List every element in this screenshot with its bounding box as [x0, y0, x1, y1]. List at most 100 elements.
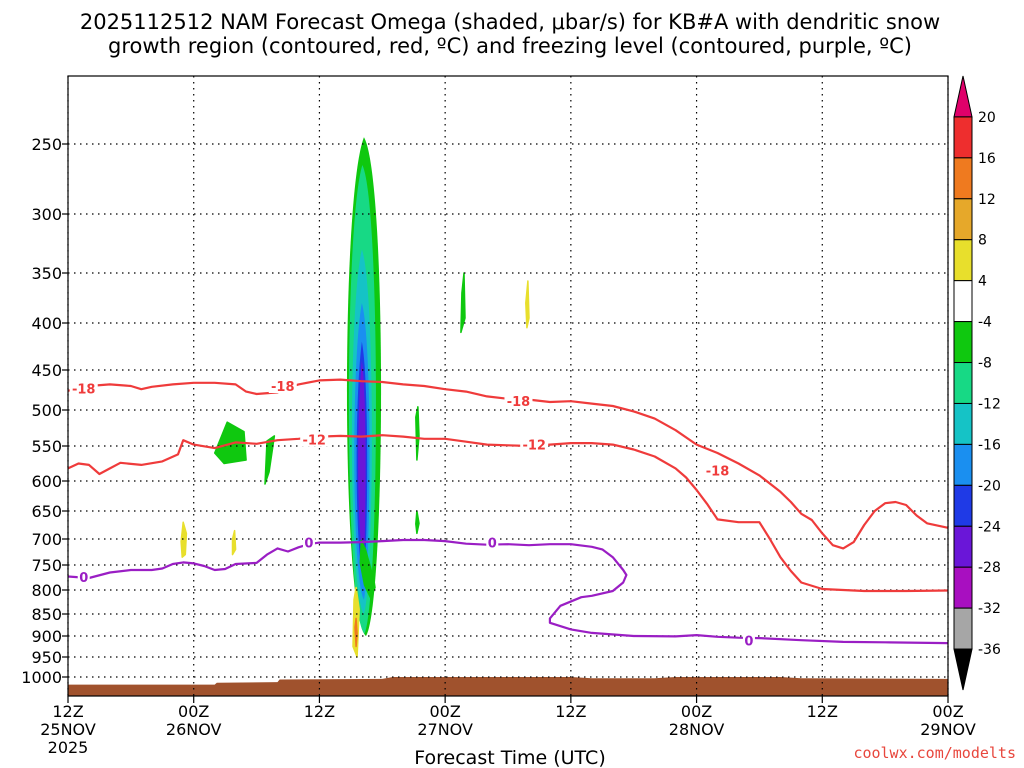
x-tick-date-36: 27NOV	[417, 720, 473, 739]
colorbar-bin-13	[953, 607, 973, 650]
omega-core-layer-5	[358, 360, 366, 563]
y-tick-label-650: 650	[31, 502, 62, 521]
contour-label-bg-0-3	[703, 462, 732, 478]
colorbar-tick-7: -12	[978, 396, 1001, 412]
contour-label-1-1: -12	[522, 439, 546, 454]
contour-label-2-3: 0	[744, 635, 753, 650]
omega-cell-5	[415, 510, 420, 535]
omega-cell-0	[264, 435, 276, 485]
x-tick-label-72: 12Z	[807, 702, 838, 721]
colorbar-bottom-arrow	[953, 648, 973, 691]
y-tick-label-1000: 1000	[21, 668, 62, 687]
x-tick-date-60: 28NOV	[669, 720, 725, 739]
contour-label-2-1: 0	[304, 537, 313, 552]
x-tick-date-0: 25NOV	[40, 720, 96, 739]
contour-line-0	[67, 378, 949, 550]
y-tick-label-900: 900	[31, 627, 62, 646]
y-tick-label-500: 500	[31, 401, 62, 420]
colorbar-bin-4	[953, 239, 973, 282]
y-tick-label-350: 350	[31, 264, 62, 283]
contour-label-bg-2-0	[77, 569, 90, 584]
y-tick-label-600: 600	[31, 472, 62, 491]
colorbar-tick-4: 4	[978, 274, 987, 290]
omega-cell-10	[354, 617, 358, 648]
colorbar-bin-5	[953, 280, 973, 323]
colorbar-bin-3	[953, 198, 973, 241]
terrain-fill	[68, 677, 948, 696]
omega-cell-2	[359, 539, 376, 599]
contour-line-2	[67, 538, 949, 645]
colorbar-tick-13: -36	[978, 642, 1001, 658]
contour-label-1-0: -12	[302, 434, 326, 449]
colorbar-bin-1	[953, 116, 973, 159]
contours: -18 -18 -18 -18 -12 -12 0 0 0 0	[67, 378, 949, 650]
contour-label-0-0: -18	[72, 382, 96, 397]
x-tick-label-84: 00Z	[932, 702, 963, 721]
x-tick-label-24: 12Z	[304, 702, 335, 721]
contour-label-bg-0-1	[268, 378, 297, 393]
contour-label-bg-1-1	[520, 436, 549, 452]
contour-label-2-0: 0	[79, 571, 88, 586]
contour-label-0-2: -18	[507, 395, 531, 410]
colorbar-tick-5: -4	[978, 315, 992, 331]
colorbar-tick-3: 8	[978, 233, 987, 249]
colorbar-tick-8: -16	[978, 437, 1001, 453]
omega-cell-7	[231, 529, 237, 556]
omega-cell-8	[525, 280, 530, 329]
x-tick-label-0: 12Z	[52, 702, 83, 721]
colorbar-tick-2: 12	[978, 192, 996, 208]
colorbar-tick-0: 20	[978, 110, 996, 126]
contour-label-2-2: 0	[488, 537, 497, 552]
colorbar-bin-8	[953, 402, 973, 445]
credit-text: coolwx.com/modelts	[853, 744, 1016, 762]
colorbar-tick-12: -32	[978, 601, 1001, 617]
x-tick-date-84: 29NOV	[920, 720, 976, 739]
x-tick-label-60: 00Z	[681, 702, 712, 721]
contour-label-0-3: -18	[706, 465, 730, 480]
x-tick-label-48: 12Z	[555, 702, 586, 721]
colorbar-tick-6: -8	[978, 356, 992, 372]
contour-label-bg-1-0	[300, 431, 329, 447]
colorbar-tick-10: -24	[978, 519, 1001, 535]
omega-cell-6	[180, 521, 188, 558]
colorbar-top-arrow	[953, 75, 973, 118]
y-tick-label-700: 700	[31, 530, 62, 549]
y-tick-label-250: 250	[31, 135, 62, 154]
contour-label-bg-2-1	[302, 534, 315, 550]
x-tick-year-0: 2025	[48, 738, 89, 757]
x-axis-label: Forecast Time (UTC)	[414, 747, 605, 768]
y-tick-label-750: 750	[31, 556, 62, 575]
y-tick-label-550: 550	[31, 437, 62, 456]
chart-title-line2: growth region (contoured, red, ºC) and f…	[108, 34, 912, 58]
x-tick-label-36: 00Z	[429, 702, 460, 721]
x-tick-label-12: 00Z	[178, 702, 209, 721]
colorbar-bin-9	[953, 443, 973, 486]
omega-cell-4	[415, 406, 420, 461]
chart-title-line1: 2025112512 NAM Forecast Omega (shaded, μ…	[80, 10, 940, 34]
contour-line-1	[67, 434, 949, 593]
grid	[67, 76, 949, 696]
plot-frame	[67, 75, 949, 697]
y-tick-label-850: 850	[31, 605, 62, 624]
colorbar-bin-7	[953, 362, 973, 404]
y-tick-label-400: 400	[31, 314, 62, 333]
omega-cell-3	[460, 272, 466, 334]
y-axis: 250 300 350 400 450 500 550 600 650 700 750 800 850 9…	[21, 135, 68, 687]
y-tick-label-300: 300	[31, 205, 62, 224]
colorbar-bin-6	[953, 321, 973, 364]
contour-label-bg-0-0	[69, 380, 98, 396]
y-tick-label-800: 800	[31, 581, 62, 600]
colorbar-bin-11	[953, 525, 973, 568]
contour-label-0-1: -18	[271, 380, 295, 395]
contour-label-bg-0-2	[504, 393, 533, 409]
contour-label-bg-2-3	[742, 632, 755, 648]
colorbar-tick-11: -28	[978, 560, 1001, 576]
colorbar: 20 16 12 8 4 -4 -8 -12 -16 -20 -24 -28 -32 -36	[953, 75, 1001, 691]
contour-label-bg-2-2	[486, 534, 499, 550]
colorbar-tick-1: 16	[978, 151, 996, 167]
colorbar-bin-2	[953, 157, 973, 200]
colorbar-tick-9: -20	[978, 478, 1001, 494]
